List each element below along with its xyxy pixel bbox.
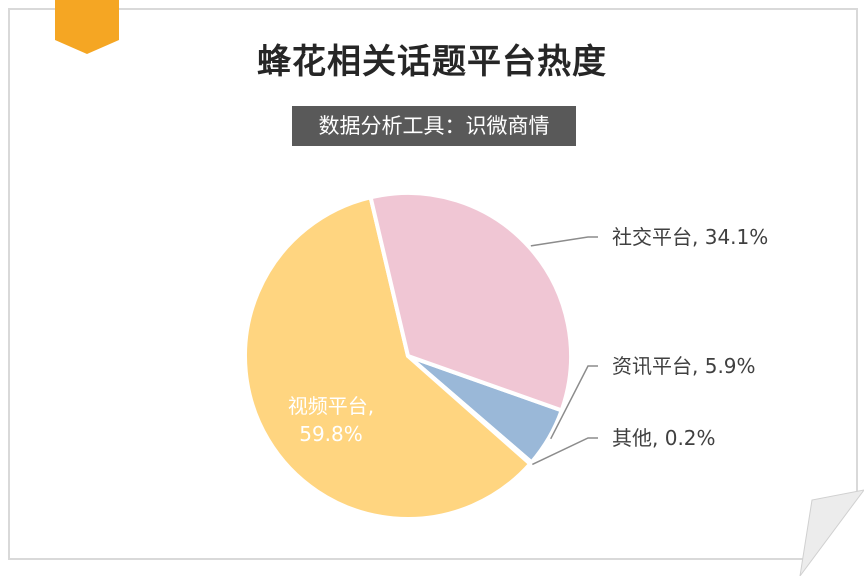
data-label-3: 其他, 0.2% xyxy=(612,426,716,450)
chart-subtitle: 数据分析工具：识微商情 xyxy=(292,106,576,146)
leader-line-3 xyxy=(532,437,598,466)
corner-ribbon xyxy=(55,0,119,54)
data-label-1: 社交平台, 34.1% xyxy=(612,225,768,249)
data-label-0-line-1: 59.8% xyxy=(299,422,363,446)
data-label-2: 资讯平台, 5.9% xyxy=(612,354,756,378)
chart-title: 蜂花相关话题平台热度 xyxy=(257,42,607,82)
ribbon-shape xyxy=(55,0,119,54)
data-label-0-line-0: 视频平台, xyxy=(288,394,374,418)
leader-line-1 xyxy=(530,236,598,247)
leader-line-2 xyxy=(550,365,598,440)
pie-slice-0 xyxy=(243,195,533,521)
pie-slice-1 xyxy=(368,191,573,413)
